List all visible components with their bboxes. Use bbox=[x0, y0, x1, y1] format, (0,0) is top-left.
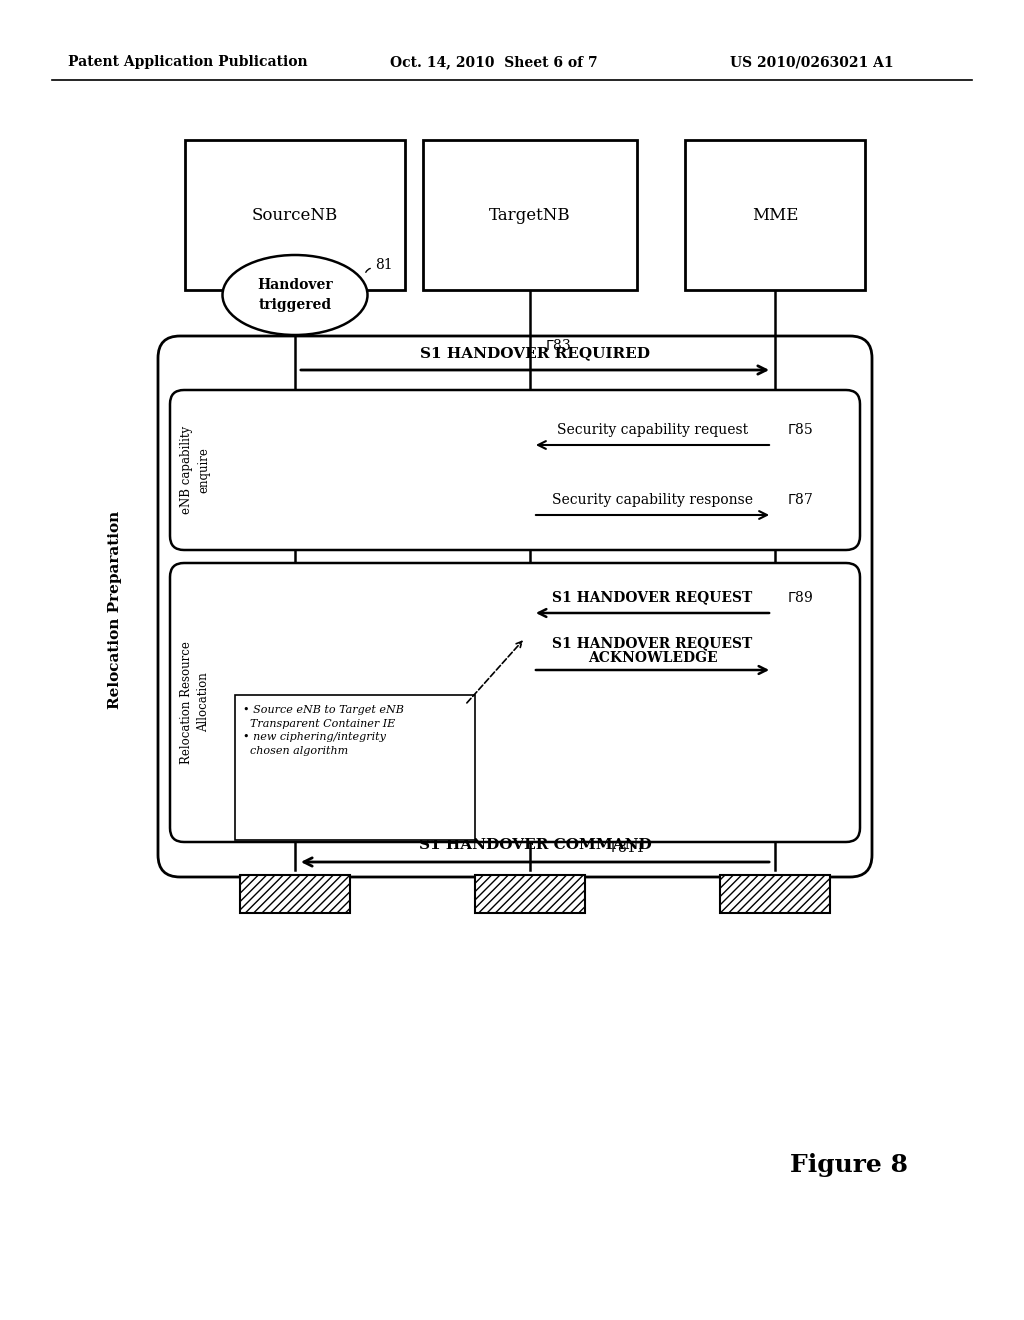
Text: S1 HANDOVER REQUIRED: S1 HANDOVER REQUIRED bbox=[420, 346, 650, 360]
Text: $\Gamma$83: $\Gamma$83 bbox=[545, 338, 571, 352]
Text: S1 HANDOVER REQUEST: S1 HANDOVER REQUEST bbox=[552, 590, 753, 605]
Bar bbox=[234, 696, 475, 840]
Bar bbox=[720, 875, 830, 913]
Text: Relocation Resource
Allocation: Relocation Resource Allocation bbox=[180, 642, 210, 764]
Text: Relocation Preparation: Relocation Preparation bbox=[108, 511, 122, 709]
Text: Patent Application Publication: Patent Application Publication bbox=[68, 55, 307, 69]
Text: SourceNB: SourceNB bbox=[252, 206, 338, 223]
Text: S1 HANDOVER COMMAND: S1 HANDOVER COMMAND bbox=[419, 838, 651, 851]
Ellipse shape bbox=[222, 255, 368, 335]
Bar bbox=[475, 875, 585, 913]
Text: Figure 8: Figure 8 bbox=[790, 1152, 908, 1177]
Text: S1 HANDOVER REQUEST: S1 HANDOVER REQUEST bbox=[552, 636, 753, 649]
Text: US 2010/0263021 A1: US 2010/0263021 A1 bbox=[730, 55, 894, 69]
Bar bbox=[240, 875, 350, 913]
FancyBboxPatch shape bbox=[158, 337, 872, 876]
Text: Oct. 14, 2010  Sheet 6 of 7: Oct. 14, 2010 Sheet 6 of 7 bbox=[390, 55, 598, 69]
Text: $\Gamma$89: $\Gamma$89 bbox=[787, 590, 813, 606]
FancyBboxPatch shape bbox=[170, 389, 860, 550]
Text: • Source eNB to Target eNB
  Transparent Container IE
• new ciphering/integrity
: • Source eNB to Target eNB Transparent C… bbox=[243, 705, 403, 756]
Text: $\Gamma$85: $\Gamma$85 bbox=[787, 422, 813, 437]
Text: $\Gamma$811: $\Gamma$811 bbox=[610, 840, 644, 854]
Text: Security capability request: Security capability request bbox=[557, 422, 749, 437]
Text: Handover
triggered: Handover triggered bbox=[257, 279, 333, 312]
Text: MME: MME bbox=[752, 206, 799, 223]
Text: 81: 81 bbox=[375, 257, 392, 272]
Text: $\Gamma$87: $\Gamma$87 bbox=[787, 492, 813, 507]
Text: Security capability response: Security capability response bbox=[552, 492, 753, 507]
Text: ACKNOWLEDGE: ACKNOWLEDGE bbox=[588, 651, 718, 665]
FancyBboxPatch shape bbox=[170, 564, 860, 842]
Text: TargetNB: TargetNB bbox=[489, 206, 570, 223]
Text: eNB capability
enquire: eNB capability enquire bbox=[180, 426, 210, 513]
